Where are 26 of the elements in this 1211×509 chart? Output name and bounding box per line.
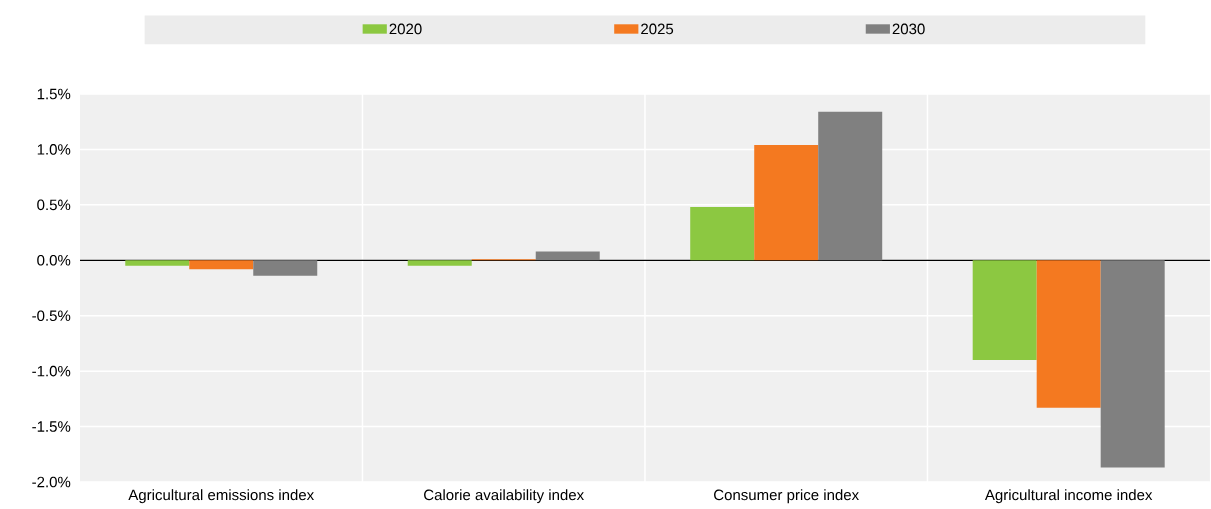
legend-label: 2020 (389, 23, 422, 35)
bar (690, 207, 755, 261)
bar (125, 260, 190, 266)
bar (253, 260, 318, 276)
bar (189, 260, 254, 270)
x-tick-label: Agricultural emissions index (128, 489, 314, 504)
y-tick-label: -2.0% (32, 476, 71, 488)
x-tick-label: Consumer price index (714, 489, 859, 504)
legend-label: 2030 (892, 23, 925, 35)
y-tick-label: 0.0% (37, 254, 71, 266)
y-tick-label: -0.5% (32, 310, 71, 322)
bar (818, 111, 883, 261)
legend-label: 2025 (641, 23, 674, 35)
bar (1036, 260, 1101, 408)
bar (1100, 260, 1165, 468)
y-tick-label: 1.5% (37, 88, 71, 100)
y-tick-label: 0.5% (37, 199, 71, 211)
y-tick-label: 1.0% (37, 144, 71, 155)
bar (535, 251, 600, 261)
x-tick-label: Agricultural income index (984, 489, 1153, 504)
y-tick-label: -1.0% (32, 365, 71, 377)
y-tick-label: -1.5% (32, 421, 71, 432)
x-tick-label: Calorie availability index (424, 489, 584, 504)
bar (754, 144, 819, 261)
bar (972, 260, 1037, 361)
bar (407, 260, 472, 266)
